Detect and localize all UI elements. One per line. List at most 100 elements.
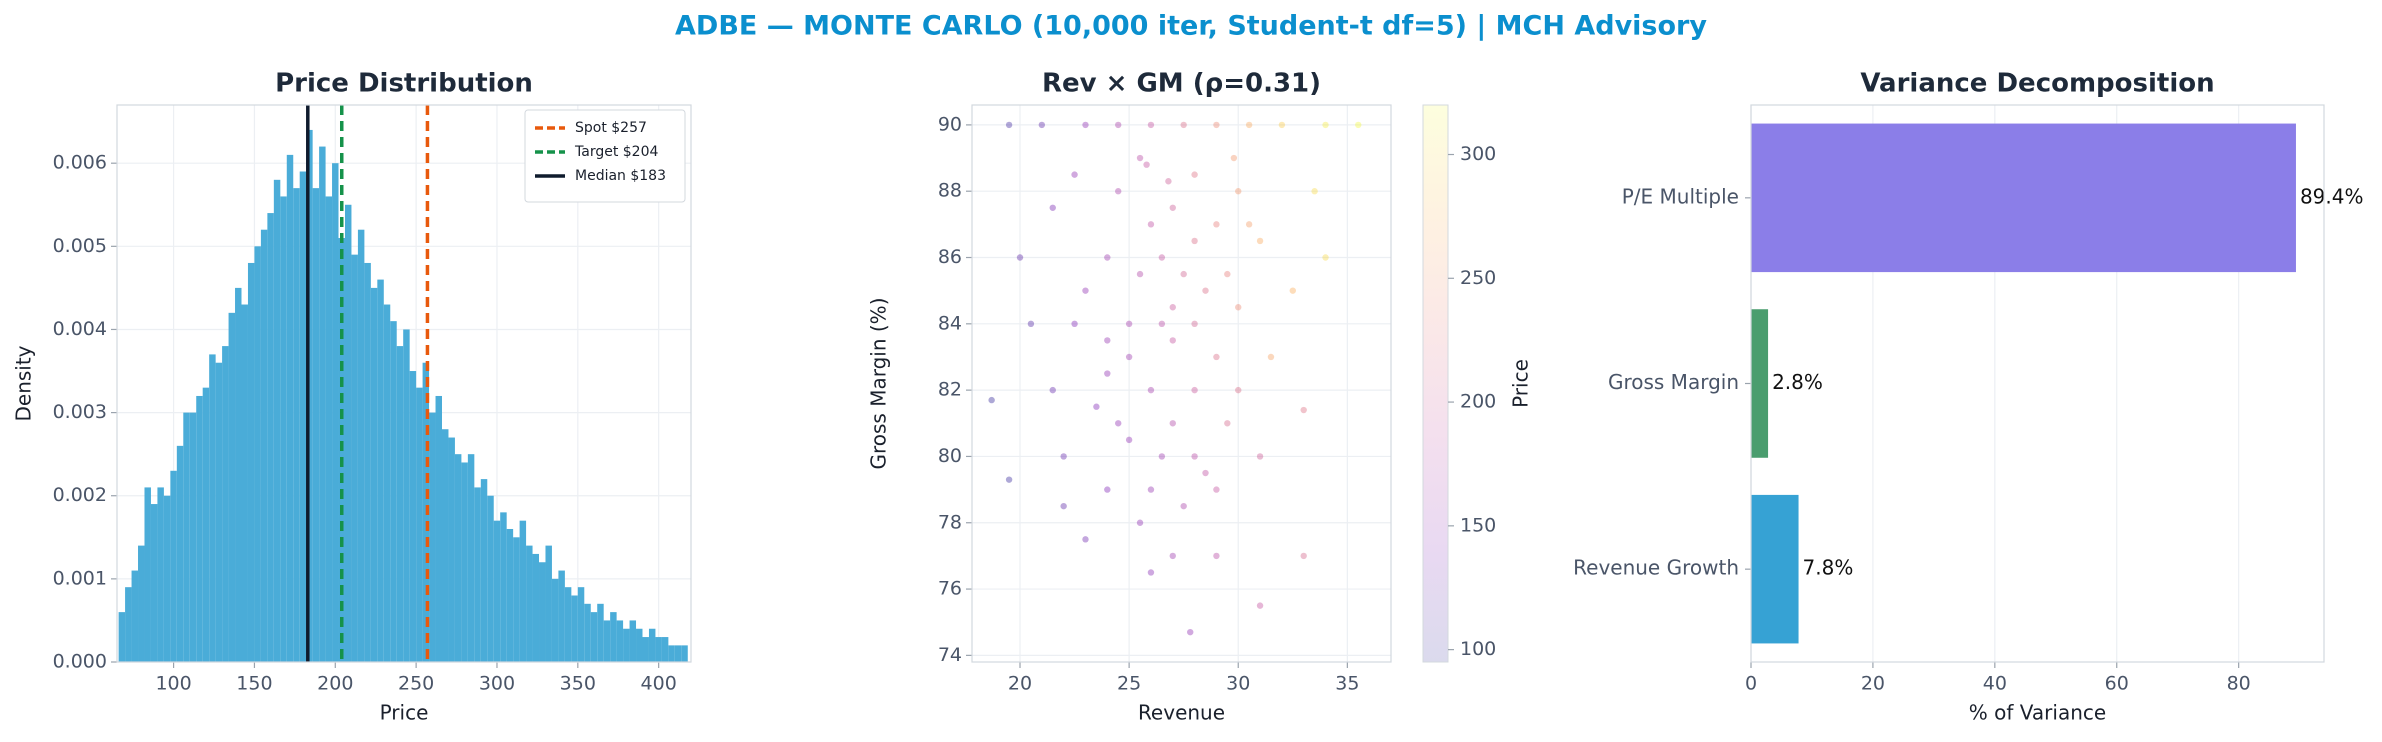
scatter-point bbox=[1165, 178, 1172, 185]
histogram-bar bbox=[163, 495, 171, 662]
x-tick-label: 0 bbox=[1745, 673, 1757, 695]
scatter-point bbox=[1180, 270, 1187, 278]
scatter-point bbox=[1180, 502, 1187, 510]
histogram-bar bbox=[610, 612, 617, 662]
scatter-point bbox=[1322, 121, 1329, 129]
histogram-bar bbox=[157, 487, 164, 662]
histogram-bar bbox=[623, 628, 630, 662]
histogram-bar bbox=[467, 454, 475, 662]
histogram-bar bbox=[539, 562, 546, 662]
scatter-point bbox=[1049, 204, 1056, 211]
scatter-point bbox=[1191, 237, 1198, 245]
x-tick-label: 40 bbox=[1983, 673, 2007, 695]
scatter-point bbox=[1093, 403, 1100, 410]
histogram-bar bbox=[629, 620, 637, 662]
histogram-bar bbox=[396, 346, 404, 662]
scatter-point bbox=[1230, 154, 1238, 162]
legend-label: Target $204 bbox=[574, 144, 658, 160]
figure-title: ADBE — MONTE CARLO (10,000 iter, Student… bbox=[675, 11, 1707, 42]
scatter-point bbox=[1213, 353, 1220, 361]
panel-title: Rev × GM (ρ=0.31) bbox=[1042, 69, 1321, 99]
histogram-bar bbox=[325, 196, 333, 662]
y-axis-label: Density bbox=[12, 345, 36, 421]
legend-box bbox=[524, 109, 686, 203]
scatter-point bbox=[1213, 486, 1220, 493]
x-tick-label: 150 bbox=[236, 673, 272, 695]
scatter-point bbox=[1104, 337, 1111, 344]
scatter-point bbox=[1115, 121, 1122, 129]
scatter-point bbox=[1191, 320, 1198, 328]
histogram-bar bbox=[564, 587, 572, 662]
scatter-point bbox=[1158, 254, 1166, 261]
scatter-point bbox=[1104, 254, 1111, 261]
scatter-point bbox=[1125, 436, 1133, 444]
scatter-point bbox=[1191, 386, 1198, 394]
scatter-point bbox=[1322, 254, 1329, 261]
histogram-bar bbox=[332, 163, 339, 662]
histogram-bar bbox=[131, 570, 139, 662]
histogram-bar bbox=[280, 196, 287, 662]
histogram-bar bbox=[648, 628, 656, 662]
scatter-point bbox=[1158, 320, 1166, 328]
histogram-bar bbox=[487, 495, 494, 662]
histogram-bar bbox=[655, 637, 662, 662]
scatter-point bbox=[1235, 188, 1242, 195]
scatter-point bbox=[1147, 486, 1155, 493]
histogram-bar bbox=[357, 229, 365, 663]
histogram-bar bbox=[603, 620, 611, 662]
scatter-point bbox=[1245, 221, 1253, 228]
histogram-bar bbox=[577, 587, 585, 662]
colorbar-tick-label: 100 bbox=[1460, 638, 1496, 660]
scatter-point bbox=[1289, 287, 1296, 294]
scatter-point bbox=[1311, 188, 1318, 195]
scatter-point bbox=[1005, 121, 1013, 129]
x-axis-label: Revenue bbox=[1138, 701, 1225, 725]
y-tick-label: Revenue Growth bbox=[1573, 556, 1739, 580]
histogram-bar bbox=[267, 213, 274, 662]
y-tick-label: 0.002 bbox=[53, 484, 107, 506]
scatter-point bbox=[1027, 320, 1035, 328]
y-tick-label: 74 bbox=[938, 644, 962, 666]
scatter-point bbox=[1202, 469, 1209, 477]
axes-frame bbox=[971, 104, 1392, 663]
colorbar-tick-label: 200 bbox=[1460, 391, 1496, 413]
histogram-bar bbox=[118, 612, 126, 662]
histogram-bar bbox=[370, 287, 378, 662]
histogram-bar bbox=[551, 578, 559, 662]
histogram-bar bbox=[642, 637, 649, 662]
bar bbox=[1751, 123, 2296, 273]
histogram-bar bbox=[390, 321, 397, 662]
histogram-bar bbox=[299, 171, 307, 663]
histogram-bar bbox=[312, 188, 320, 662]
scatter-point bbox=[1082, 287, 1089, 294]
scatter-point bbox=[1136, 270, 1144, 278]
x-tick-label: 60 bbox=[2105, 673, 2129, 695]
y-tick-label: 0.001 bbox=[53, 567, 107, 589]
histogram-bar bbox=[144, 487, 151, 662]
histogram-bar bbox=[176, 445, 184, 662]
scatter-point bbox=[1256, 453, 1264, 460]
scatter-point bbox=[1136, 519, 1144, 526]
histogram-bar bbox=[377, 279, 384, 662]
x-axis-label: Price bbox=[380, 701, 429, 725]
x-tick-label: 35 bbox=[1335, 673, 1359, 695]
x-axis-label: % of Variance bbox=[1969, 701, 2106, 725]
scatter-point bbox=[1213, 221, 1220, 228]
y-tick-label: 0.004 bbox=[53, 318, 107, 340]
scatter-point bbox=[1115, 188, 1122, 195]
histogram-bar bbox=[500, 512, 507, 662]
x-tick-label: 80 bbox=[2227, 673, 2251, 695]
scatter-point bbox=[1169, 304, 1176, 311]
scatter-point bbox=[1104, 486, 1111, 493]
histogram-bar bbox=[474, 487, 481, 662]
panel-title: Variance Decomposition bbox=[1860, 69, 2214, 99]
y-tick-label: 82 bbox=[938, 379, 962, 401]
y-tick-label: 78 bbox=[938, 511, 962, 533]
scatter-point bbox=[1245, 121, 1253, 129]
histogram-bar bbox=[383, 304, 391, 662]
scatter-point bbox=[1300, 406, 1307, 414]
histogram-bar bbox=[519, 520, 527, 662]
histogram-bar bbox=[493, 520, 501, 662]
scatter-point bbox=[1224, 270, 1231, 278]
x-tick-label: 300 bbox=[479, 673, 515, 695]
